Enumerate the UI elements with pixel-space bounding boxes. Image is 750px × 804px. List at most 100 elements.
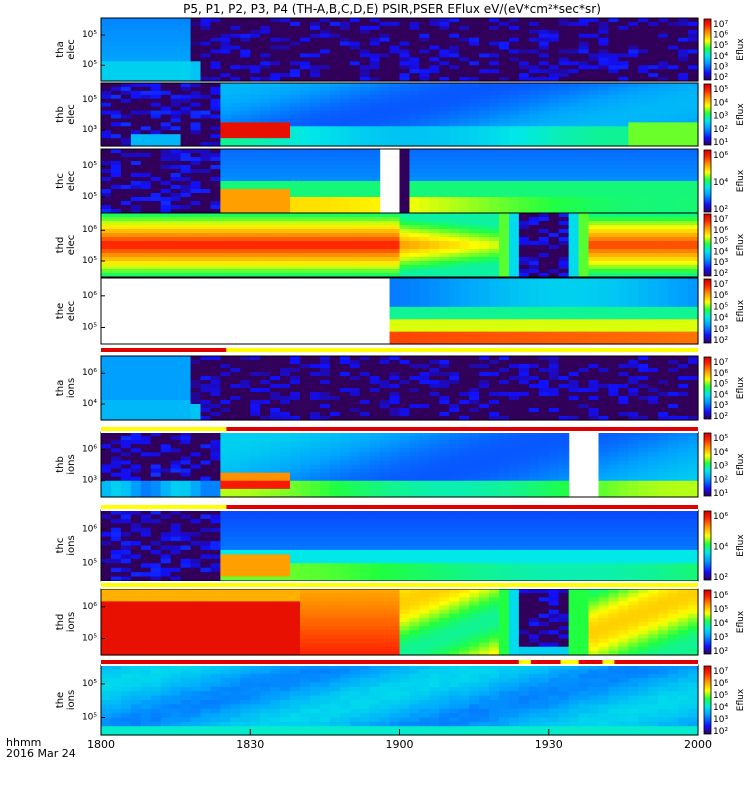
- heatmap-cell: [350, 38, 361, 43]
- heatmap-cell: [141, 225, 152, 230]
- heatmap-cell: [449, 46, 460, 51]
- heatmap-cell: [151, 57, 162, 62]
- heatmap-cell: [240, 111, 251, 116]
- heatmap-cell: [658, 115, 669, 120]
- heatmap-cell: [250, 138, 261, 143]
- heatmap-cell: [151, 181, 162, 186]
- heatmap-cell: [449, 221, 460, 226]
- heatmap-cell: [549, 233, 560, 238]
- heatmap-cell: [330, 193, 341, 198]
- heatmap-cell: [230, 18, 241, 23]
- heatmap-cell: [569, 336, 580, 341]
- heatmap-cell: [529, 157, 540, 162]
- heatmap-cell: [459, 261, 470, 266]
- heatmap-cell: [579, 332, 590, 337]
- heatmap-cell: [131, 360, 142, 365]
- heatmap-cell: [469, 384, 480, 389]
- heatmap-cell: [201, 185, 212, 190]
- heatmap-cell: [618, 122, 629, 127]
- heatmap-cell: [350, 26, 361, 31]
- heatmap-cell: [181, 221, 192, 226]
- heatmap-cell: [300, 265, 311, 270]
- heatmap-cell: [519, 307, 530, 312]
- heatmap-cell: [489, 103, 500, 108]
- heatmap-cell: [668, 99, 679, 104]
- heatmap-cell: [459, 356, 470, 361]
- heatmap-cell: [210, 380, 221, 385]
- heatmap-cell: [459, 299, 470, 304]
- heatmap-cell: [171, 193, 182, 198]
- heatmap-cell: [668, 65, 679, 70]
- heatmap-cell: [599, 257, 610, 262]
- heatmap-cell: [300, 87, 311, 92]
- heatmap-cell: [370, 130, 381, 135]
- heatmap-cell: [479, 99, 490, 104]
- heatmap-cell: [459, 205, 470, 210]
- heatmap-cell: [409, 38, 420, 43]
- heatmap-cell: [449, 396, 460, 401]
- heatmap-cell: [539, 328, 550, 333]
- heatmap-cell: [400, 95, 411, 100]
- heatmap-cell: [409, 221, 420, 226]
- heatmap-cell: [240, 42, 251, 47]
- heatmap-cell: [111, 269, 122, 274]
- heatmap-cell: [171, 356, 182, 361]
- heatmap-cell: [320, 269, 331, 274]
- heatmap-cell: [678, 65, 689, 70]
- heatmap-cell: [419, 356, 430, 361]
- heatmap-cell: [519, 138, 530, 143]
- heatmap-cell: [569, 83, 580, 88]
- heatmap-cell: [589, 91, 600, 96]
- heatmap-cell: [549, 261, 560, 266]
- heatmap-cell: [390, 42, 401, 47]
- heatmap-cell: [549, 303, 560, 308]
- heatmap-cell: [658, 201, 669, 206]
- heatmap-cell: [579, 193, 590, 198]
- colorbar-tick-label: 10⁶: [713, 226, 728, 236]
- heatmap-cell: [141, 95, 152, 100]
- heatmap-cell: [449, 299, 460, 304]
- heatmap-cell: [171, 380, 182, 385]
- heatmap-cell: [509, 245, 520, 250]
- heatmap-cell: [350, 388, 361, 393]
- colorbar-tick-label: 10⁴: [713, 52, 728, 62]
- heatmap-cell: [380, 245, 391, 250]
- heatmap-cell: [658, 257, 669, 262]
- heatmap-cell: [589, 189, 600, 194]
- heatmap-cell: [599, 22, 610, 27]
- heatmap-cell: [151, 400, 162, 405]
- heatmap-cell: [419, 99, 430, 104]
- heatmap-cell: [579, 185, 590, 190]
- heatmap-cell: [390, 408, 401, 413]
- heatmap-cell: [419, 18, 430, 23]
- heatmap-cell: [648, 107, 659, 112]
- heatmap-cell: [390, 257, 401, 262]
- heatmap-cell: [280, 18, 291, 23]
- heatmap-cell: [350, 392, 361, 397]
- heatmap-cell: [330, 95, 341, 100]
- heatmap-cell: [141, 38, 152, 43]
- heatmap-cell: [469, 286, 480, 291]
- heatmap-cell: [380, 249, 391, 254]
- heatmap-cell: [608, 57, 619, 62]
- heatmap-cell: [479, 122, 490, 127]
- heatmap-cell: [678, 83, 689, 88]
- heatmap-cell: [310, 38, 321, 43]
- heatmap-cell: [589, 115, 600, 120]
- heatmap-cell: [250, 65, 261, 70]
- heatmap-cell: [409, 307, 420, 312]
- heatmap-cell: [191, 400, 202, 405]
- heatmap-cell: [419, 396, 430, 401]
- heatmap-cell: [360, 392, 371, 397]
- heatmap-cell: [181, 265, 192, 270]
- heatmap-cell: [360, 221, 371, 226]
- heatmap-cell: [101, 392, 112, 397]
- heatmap-cell: [220, 38, 231, 43]
- heatmap-cell: [151, 392, 162, 397]
- heatmap-cell: [290, 364, 301, 369]
- heatmap-cell: [419, 165, 430, 170]
- heatmap-cell: [429, 311, 440, 316]
- heatmap-cell: [111, 126, 122, 131]
- heatmap-cell: [131, 122, 142, 127]
- heatmap-cell: [499, 197, 510, 202]
